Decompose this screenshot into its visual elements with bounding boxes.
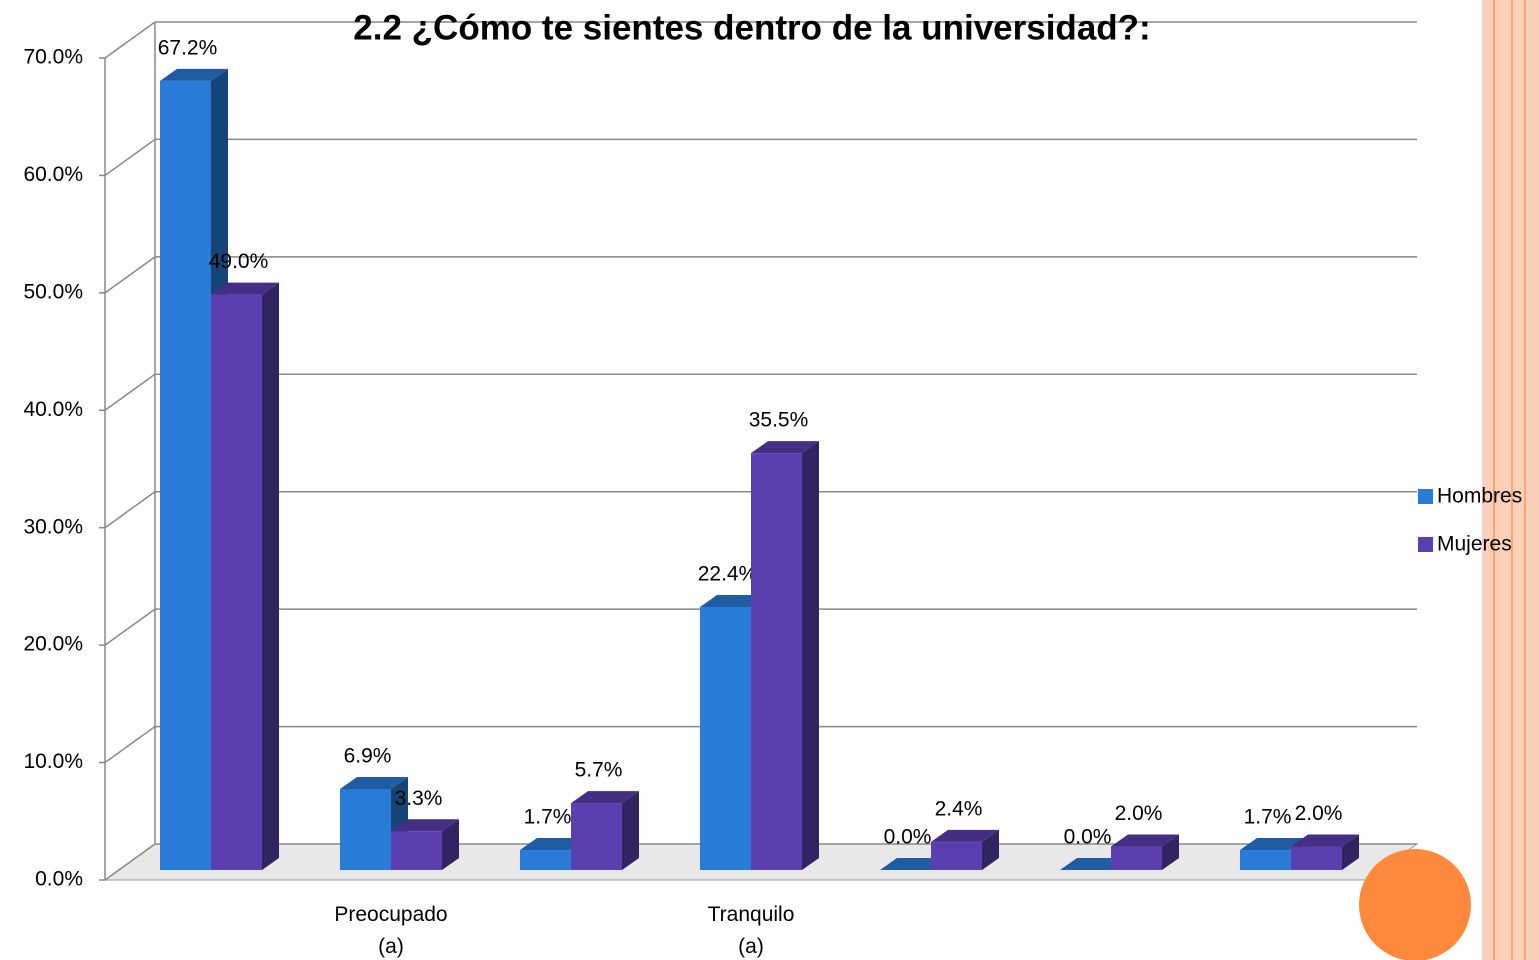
grid-line <box>104 725 156 764</box>
bar-side <box>262 282 279 871</box>
data-label: 5.7% <box>575 759 623 782</box>
bar <box>1291 846 1342 870</box>
bar <box>1240 850 1291 870</box>
bar <box>571 803 622 870</box>
x-tick-label: Tranquilo (a) <box>708 903 795 958</box>
bar-top <box>340 776 408 789</box>
data-label: 35.5% <box>749 409 809 432</box>
data-label: 49.0% <box>209 250 269 273</box>
bar-side <box>1342 834 1359 870</box>
data-label: 0.0% <box>1064 826 1112 849</box>
data-label: 1.7% <box>524 806 572 829</box>
bar-top <box>391 819 459 832</box>
legend-label: Hombres <box>1437 485 1522 508</box>
grid-line <box>104 373 156 411</box>
bar-top <box>160 68 228 81</box>
grid-line <box>104 21 156 59</box>
decor-circle <box>1359 849 1471 960</box>
bar-top <box>211 282 279 295</box>
data-label: 6.9% <box>344 745 392 768</box>
x-tick-label-line: (a) <box>378 935 404 958</box>
side-stripe <box>1482 0 1539 960</box>
x-tick-label-line: Tranquilo <box>708 903 795 926</box>
bar <box>340 788 391 870</box>
y-tick-label: 70.0% <box>23 46 83 69</box>
bar <box>211 294 262 871</box>
bar <box>700 606 751 870</box>
data-label: 67.2% <box>158 36 218 59</box>
legend-swatch <box>1418 489 1433 504</box>
bar <box>751 453 802 870</box>
x-tick-label: Preocupado (a) <box>334 903 447 958</box>
y-tick-label: 50.0% <box>23 280 83 303</box>
legend-label: Mujeres <box>1437 533 1512 556</box>
bar-top <box>1111 834 1179 847</box>
y-tick-label: 40.0% <box>23 398 83 421</box>
grid-line <box>104 256 156 294</box>
bar-top <box>751 441 819 454</box>
data-label: 2.4% <box>935 797 983 820</box>
y-tick-label: 0.0% <box>35 868 83 891</box>
grid-line <box>104 608 156 646</box>
bar-side <box>802 441 819 870</box>
bar-top <box>1291 834 1359 847</box>
x-tick-label-line: Preocupado <box>334 903 447 926</box>
chart-title: 2.2 ¿Cómo te sientes dentro de la univer… <box>353 8 1150 47</box>
data-label: 22.4% <box>698 563 758 586</box>
x-tick-label-line: (a) <box>738 935 764 958</box>
data-label: 2.0% <box>1115 802 1163 825</box>
bar-top <box>571 791 639 804</box>
bar <box>391 831 442 870</box>
bar-side <box>622 791 639 870</box>
y-tick-label: 30.0% <box>23 515 83 538</box>
y-tick-label: 60.0% <box>23 163 83 186</box>
data-label: 0.0% <box>884 826 932 849</box>
y-tick-label: 20.0% <box>23 633 83 656</box>
bar-side <box>442 819 459 870</box>
data-label: 1.7% <box>1244 806 1292 829</box>
plot: 0.0% 10.0% 20.0% 30.0% 40.0% 50.0% 60.0% 70.0% 6… <box>23 21 1419 958</box>
grid-line <box>104 491 156 529</box>
bar <box>931 841 982 870</box>
bar <box>160 80 211 870</box>
bar-side <box>1162 834 1179 870</box>
bar-side <box>982 829 999 870</box>
data-label: 2.0% <box>1295 802 1343 825</box>
bar <box>1111 846 1162 870</box>
data-label: 3.3% <box>395 787 443 810</box>
bar <box>520 850 571 870</box>
grid-line <box>104 843 156 881</box>
grid-line <box>104 138 156 177</box>
y-tick-label: 10.0% <box>23 750 83 773</box>
bar-top <box>931 829 999 842</box>
legend-swatch <box>1418 537 1433 552</box>
